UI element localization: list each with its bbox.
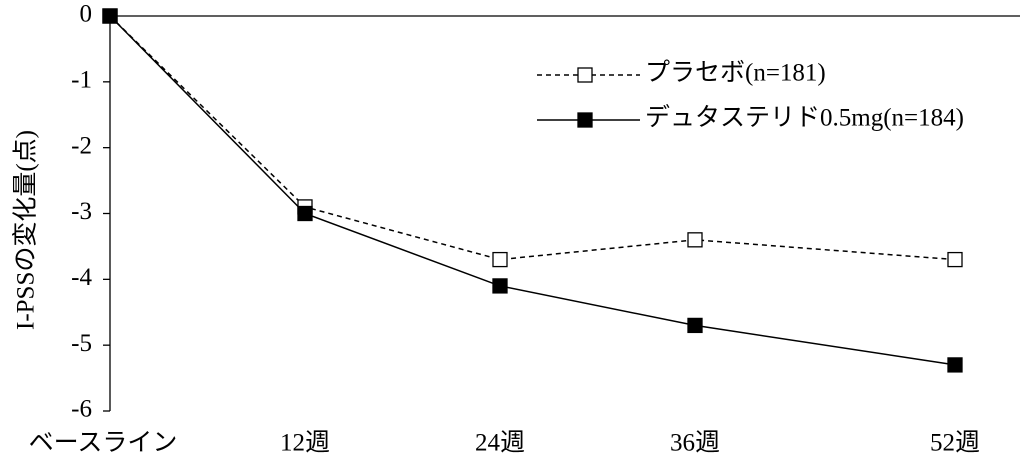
legend-marker bbox=[577, 112, 593, 128]
y-tick-label: -4 bbox=[71, 264, 92, 291]
legend-label: プラセボ(n=181) bbox=[645, 59, 826, 87]
y-tick-label: -5 bbox=[71, 330, 92, 357]
legend-label: デュタステリド0.5mg(n=184) bbox=[645, 104, 964, 132]
x-tick-label: 36週 bbox=[670, 430, 720, 457]
y-axis-label: I-PSSの変化量(点) bbox=[12, 130, 40, 330]
y-tick-label: -1 bbox=[71, 67, 92, 94]
series-line bbox=[109, 15, 956, 261]
y-tick-label: -3 bbox=[71, 198, 92, 225]
x-tick-label: 24週 bbox=[475, 430, 525, 457]
legend-marker bbox=[577, 67, 593, 83]
marker bbox=[102, 8, 118, 24]
marker bbox=[947, 251, 963, 268]
marker bbox=[687, 232, 703, 248]
marker bbox=[687, 317, 703, 334]
y-tick-label: 0 bbox=[80, 1, 93, 28]
marker bbox=[492, 278, 508, 294]
x-tick-label: ベースライン bbox=[29, 430, 178, 457]
y-tick-label: -2 bbox=[71, 132, 92, 159]
marker bbox=[297, 205, 313, 222]
x-tick-label: 52週 bbox=[930, 430, 980, 457]
marker bbox=[947, 357, 963, 373]
marker bbox=[492, 251, 508, 268]
series-line bbox=[109, 15, 956, 366]
y-tick-label: -6 bbox=[71, 396, 92, 423]
x-tick-label: 12週 bbox=[280, 430, 330, 457]
